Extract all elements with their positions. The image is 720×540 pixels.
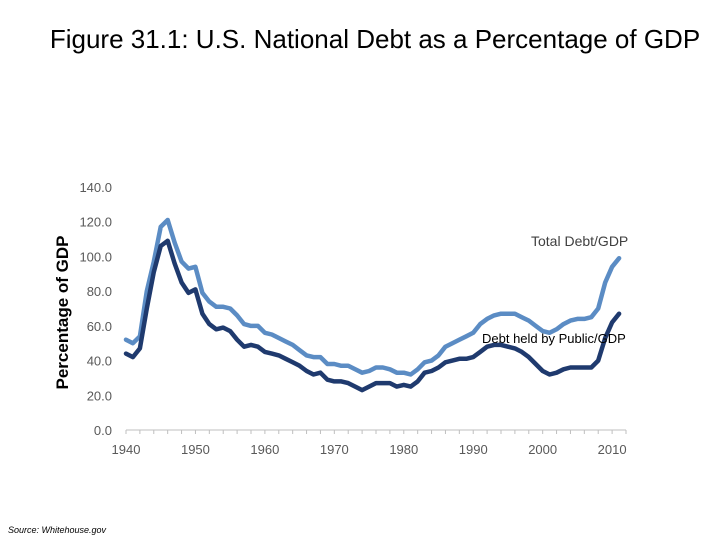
y-tick-label: 100.0 (79, 249, 112, 264)
x-axis-ticks: 1940 1950 1960 1970 1980 1990 2000 2010 (112, 430, 627, 457)
x-tick-label: 1990 (459, 442, 488, 457)
public-debt-label: Debt held by Public/GDP (482, 331, 626, 346)
public-debt-line (123, 238, 622, 393)
y-tick-label: 80.0 (87, 284, 112, 299)
x-tick-label: 1940 (112, 442, 141, 457)
slide-title: Figure 31.1: U.S. National Debt as a Per… (49, 24, 701, 54)
total-debt-label: Total Debt/GDP (531, 233, 628, 249)
x-tick-label: 1970 (320, 442, 349, 457)
x-tick-label: 1980 (389, 442, 418, 457)
y-tick-label: 140.0 (79, 180, 112, 195)
y-tick-label: 0.0 (94, 423, 112, 438)
y-tick-label: 40.0 (87, 354, 112, 369)
source-note: Source: Whitehouse.gov (8, 525, 107, 535)
y-tick-label: 60.0 (87, 319, 112, 334)
x-tick-label: 1950 (181, 442, 210, 457)
x-tick-label: 1960 (250, 442, 279, 457)
y-axis-label: Percentage of GDP (53, 236, 72, 390)
total-debt-line (123, 217, 622, 377)
series-lines (123, 217, 622, 393)
x-tick-label: 2000 (528, 442, 557, 457)
y-tick-label: 120.0 (79, 215, 112, 230)
y-tick-label: 20.0 (87, 388, 112, 403)
x-tick-label: 2010 (598, 442, 627, 457)
y-axis-ticks: 0.0 20.0 40.0 60.0 80.0 100.0 120.0 140.0 (79, 180, 112, 438)
